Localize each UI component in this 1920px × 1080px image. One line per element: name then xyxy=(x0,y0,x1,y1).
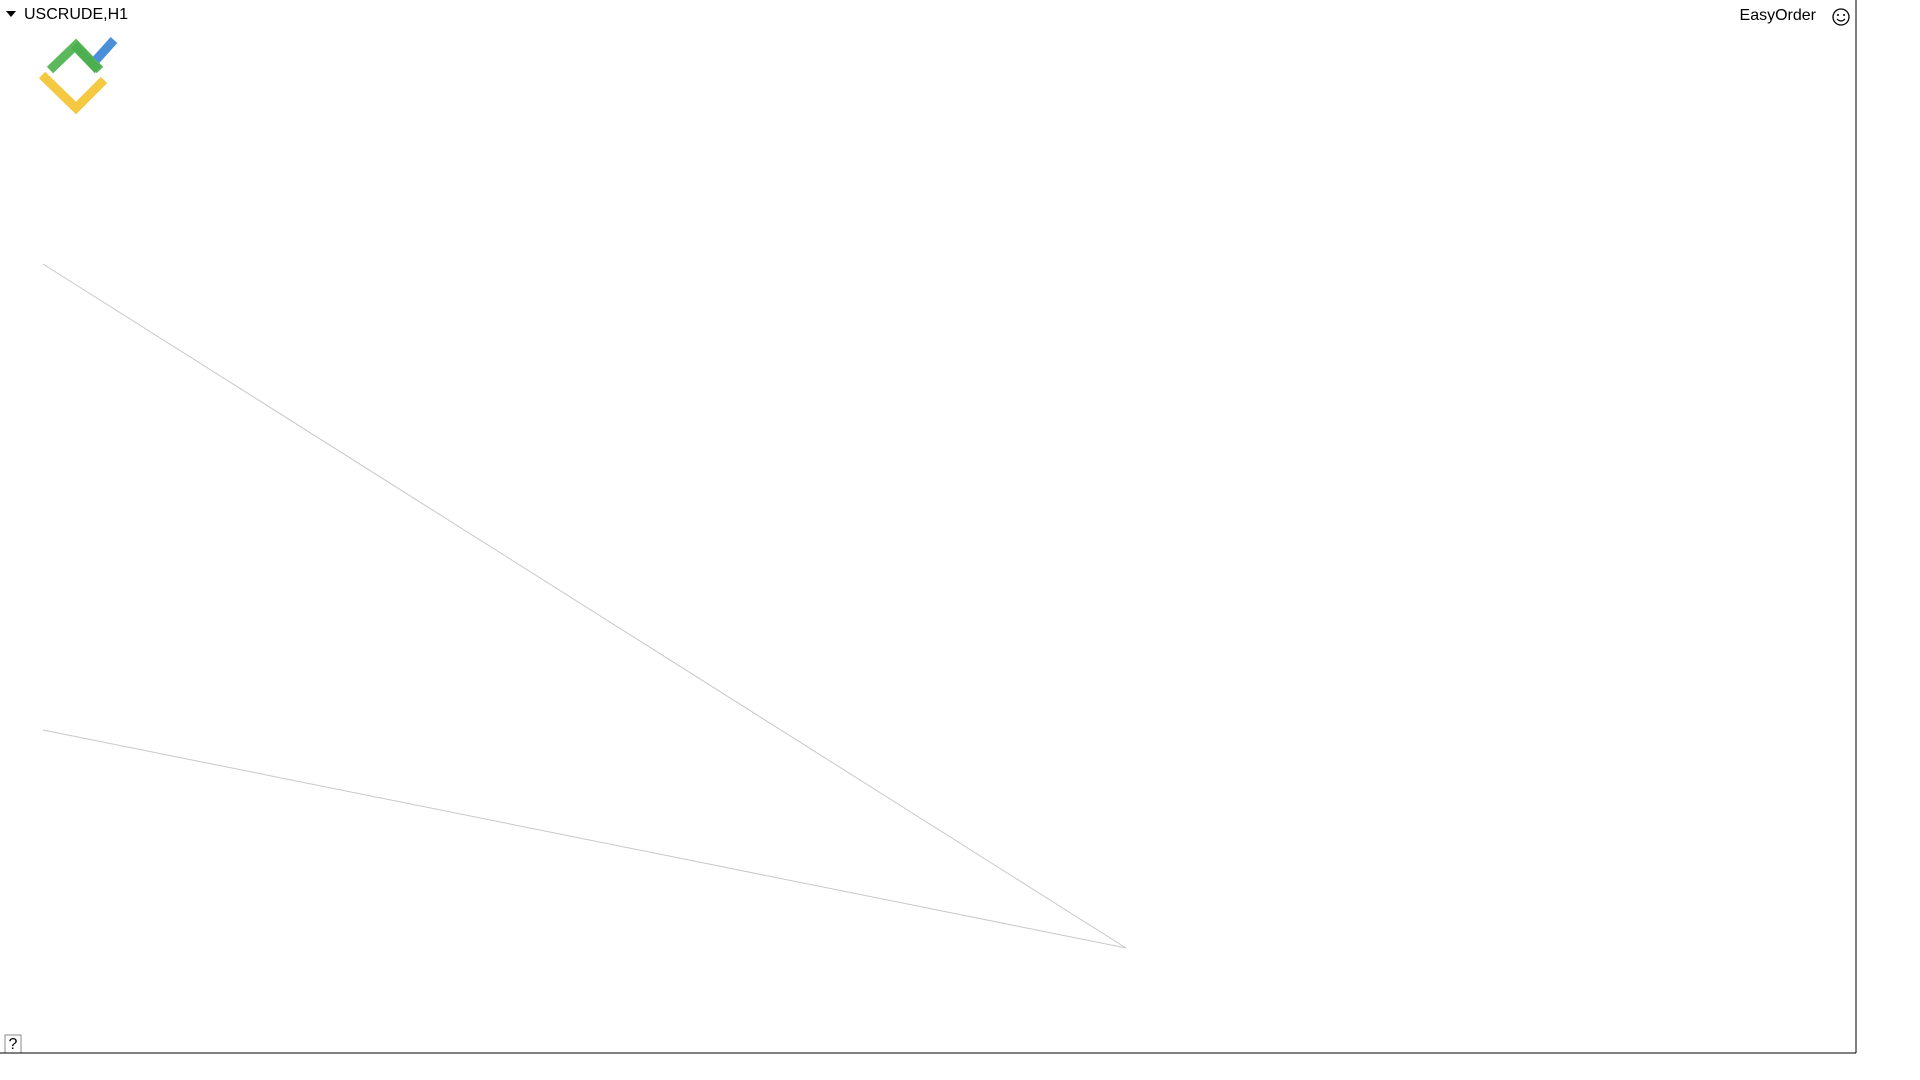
trend-line xyxy=(42,729,1127,949)
logo xyxy=(38,36,118,115)
smiley-icon xyxy=(1832,8,1850,26)
easy-order[interactable]: EasyOrder xyxy=(1740,7,1817,24)
help-label[interactable]: ? xyxy=(9,1036,18,1053)
trend-line xyxy=(42,263,1127,949)
symbol-menu-arrow[interactable] xyxy=(6,11,16,17)
symbol-title: USCRUDE,H1 xyxy=(24,6,128,23)
